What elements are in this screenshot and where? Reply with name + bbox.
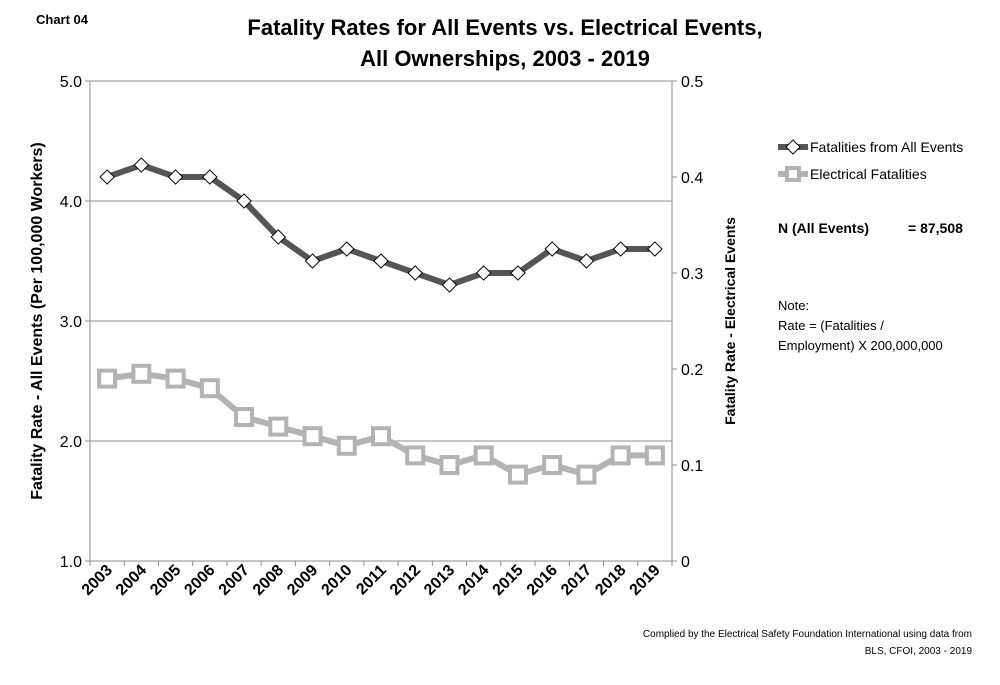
right-tick-label: 0.5	[681, 74, 703, 91]
legend-item-electrical: Electrical Fatalities	[778, 166, 927, 182]
note-formula-line2: Employment) X 200,000,000	[778, 338, 943, 353]
data-point	[338, 241, 355, 257]
data-point	[131, 363, 152, 384]
right-tick-label: 0	[681, 554, 690, 571]
x-tick-label: 2016	[524, 562, 561, 599]
x-tick-label: 2015	[490, 562, 527, 599]
legend-label-all-events: Fatalities from All Events	[810, 139, 963, 155]
left-axis-ticks: 1.0 2.0 3.0 4.0 5.0	[60, 74, 90, 571]
right-tick-label: 0.1	[681, 458, 703, 475]
data-point	[405, 445, 426, 466]
chart-label: Chart 04	[36, 12, 89, 27]
left-tick-label: 5.0	[60, 74, 82, 91]
data-point	[268, 416, 289, 437]
data-point	[644, 445, 665, 466]
chart-title-line2: All Ownerships, 2003 - 2019	[360, 46, 650, 71]
data-point	[544, 241, 560, 257]
source-credit: Complied by the Electrical Safety Founda…	[643, 626, 972, 660]
data-point	[165, 368, 186, 389]
data-point	[473, 445, 494, 466]
right-axis-label: Fatality Rate - Electrical Events	[722, 217, 738, 425]
x-tick-label: 2003	[79, 562, 116, 599]
series-electrical	[97, 363, 665, 485]
x-tick-label: 2008	[250, 562, 287, 599]
series-line	[106, 370, 655, 478]
x-tick-label: 2005	[147, 562, 184, 599]
data-point	[236, 193, 252, 209]
x-tick-label: 2006	[181, 562, 218, 599]
left-tick-label: 2.0	[60, 434, 82, 451]
data-point	[647, 241, 663, 257]
x-tick-label: 2004	[113, 562, 150, 599]
data-point	[542, 455, 563, 475]
gridlines	[90, 80, 672, 562]
left-tick-label: 3.0	[60, 314, 82, 331]
data-point	[371, 426, 391, 447]
chart-title: Fatality Rates for All Events vs. Electr…	[200, 12, 810, 74]
x-tick-label: 2012	[387, 562, 424, 599]
data-point	[507, 464, 528, 485]
data-point	[578, 253, 595, 269]
x-tick-label: 2011	[353, 562, 390, 599]
x-axis-ticks: 2003200420052006200720082009201020112012…	[79, 561, 673, 599]
data-point	[610, 445, 631, 466]
data-point	[302, 426, 323, 447]
data-point	[576, 464, 597, 485]
x-tick-label: 2019	[627, 562, 664, 599]
data-point	[439, 455, 460, 475]
x-tick-label: 2007	[216, 562, 253, 599]
left-tick-label: 1.0	[60, 554, 82, 571]
data-point	[336, 435, 357, 456]
data-point	[407, 265, 424, 281]
data-point	[97, 368, 118, 389]
data-point	[304, 253, 321, 269]
series-layer	[97, 157, 665, 485]
left-axis-label: Fatality Rate - All Events (Per 100,000 …	[29, 142, 46, 499]
right-tick-label: 0.2	[681, 362, 703, 379]
right-tick-label: 0.3	[681, 266, 703, 283]
x-tick-label: 2009	[284, 562, 321, 599]
data-point	[475, 265, 492, 281]
legend-label-electrical: Electrical Fatalities	[810, 166, 927, 182]
data-point	[199, 378, 220, 399]
source-credit-line2: BLS, CFOI, 2003 - 2019	[864, 646, 972, 657]
note-heading: Note:	[778, 298, 810, 313]
note-formula-line1: Rate = (Fatalities /	[778, 318, 884, 333]
source-credit-line1: Complied by the Electrical Safety Founda…	[642, 629, 972, 640]
left-tick-label: 4.0	[60, 194, 82, 211]
data-point	[202, 169, 218, 185]
data-point	[510, 265, 526, 281]
x-tick-label: 2013	[421, 562, 458, 599]
data-point	[441, 277, 458, 293]
legend-item-all-events: Fatalities from All Events	[778, 139, 963, 155]
data-point	[133, 157, 150, 173]
data-point	[234, 407, 255, 427]
legend: Fatalities from All Events Electrical Fa…	[778, 139, 963, 182]
right-tick-label: 0.4	[681, 170, 703, 187]
series-all-events	[99, 157, 663, 293]
data-point	[612, 241, 629, 257]
data-point	[99, 169, 115, 185]
x-tick-label: 2014	[455, 562, 492, 599]
x-tick-label: 2010	[318, 562, 355, 599]
n-value: = 87,508	[908, 220, 963, 236]
right-axis-ticks: 0 0.1 0.2 0.3 0.4 0.5	[672, 74, 703, 571]
note-block: Note: Rate = (Fatalities / Employment) X…	[778, 296, 943, 356]
chart-title-line1: Fatality Rates for All Events vs. Electr…	[247, 15, 763, 40]
x-tick-label: 2018	[592, 562, 629, 599]
data-point	[167, 169, 184, 185]
data-point	[270, 229, 287, 245]
n-label: N (All Events)	[778, 220, 870, 236]
data-point	[373, 253, 389, 269]
x-tick-label: 2017	[558, 562, 595, 599]
